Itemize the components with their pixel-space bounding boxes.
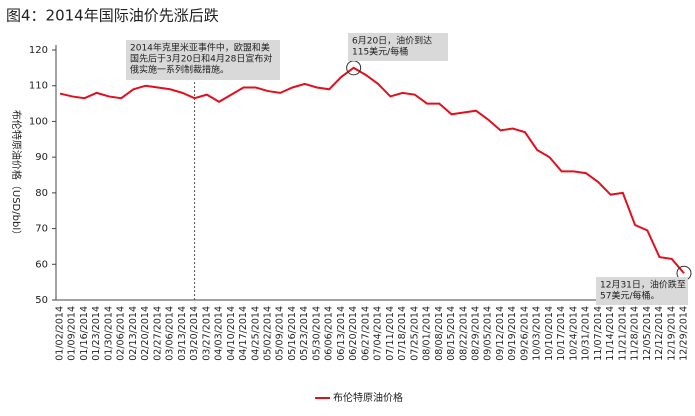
annotation-text: 2014年克里米亚事件中，欧盟和美 [130, 42, 270, 54]
x-tick-label: 11/28/2014 [630, 306, 641, 361]
x-tick-label: 02/20/2014 [140, 306, 151, 361]
annotation-box [596, 277, 688, 305]
x-tick-label: 10/03/2014 [532, 306, 543, 361]
y-tick-label: 80 [35, 188, 48, 199]
x-tick-label: 02/06/2014 [116, 306, 127, 361]
x-tick-label: 06/13/2014 [336, 306, 347, 361]
x-tick-label: 08/29/2014 [471, 306, 482, 361]
x-tick-label: 12/29/2014 [679, 306, 690, 361]
x-tick-label: 05/16/2014 [287, 306, 298, 361]
x-tick-label: 07/11/2014 [385, 306, 396, 361]
x-tick-label: 02/27/2014 [152, 306, 163, 361]
annotation-text: 国先后于3月20日和4月28日宣布对 [130, 53, 272, 65]
x-tick-label: 01/09/2014 [67, 306, 78, 361]
x-tick-label: 09/26/2014 [519, 306, 530, 361]
x-tick-label: 05/23/2014 [299, 306, 310, 361]
y-tick-label: 90 [35, 152, 48, 163]
y-tick-label: 60 [35, 259, 48, 270]
x-tick-label: 01/16/2014 [79, 306, 90, 361]
x-tick-label: 03/06/2014 [165, 306, 176, 361]
annotation-text: 俄实施一系列制裁措施。 [130, 64, 229, 76]
y-tick-label: 120 [29, 45, 48, 56]
data-line [59, 66, 685, 274]
annotation-text: 6月20日，油价到达 [352, 35, 432, 47]
x-tick-label: 07/04/2014 [373, 306, 384, 361]
annotation-text: 12月31日，油价跌至 [600, 279, 686, 291]
x-tick-label: 08/22/2014 [458, 306, 469, 361]
x-tick-label: 11/14/2014 [605, 306, 616, 361]
x-tick-label: 06/27/2014 [360, 306, 371, 361]
x-tick-label: 04/10/2014 [226, 306, 237, 361]
x-tick-label: 09/19/2014 [507, 306, 518, 361]
annotation-box [348, 33, 448, 61]
y-tick-label: 70 [35, 224, 48, 235]
x-tick-label: 04/25/2014 [250, 306, 261, 361]
x-tick-label: 10/10/2014 [544, 306, 555, 361]
x-tick-label: 12/12/2014 [654, 306, 665, 361]
x-tick-label: 01/23/2014 [91, 306, 102, 361]
x-tick-label: 10/17/2014 [556, 306, 567, 361]
x-tick-label: 05/09/2014 [275, 306, 286, 361]
x-tick-label: 07/25/2014 [409, 306, 420, 361]
y-axis-label: 布伦特原油价格（USD/bbl） [10, 110, 23, 240]
x-tick-label: 11/21/2014 [617, 306, 628, 361]
x-tick-label: 03/20/2014 [189, 306, 200, 361]
x-tick-label: 02/13/2014 [128, 306, 139, 361]
x-tick-label: 12/05/2014 [642, 306, 653, 361]
x-tick-label: 10/31/2014 [581, 306, 592, 361]
x-tick-label: 06/06/2014 [324, 306, 335, 361]
x-tick-label: 09/12/2014 [495, 306, 506, 361]
x-tick-label: 05/30/2014 [311, 306, 322, 361]
x-tick-label: 11/07/2014 [593, 306, 604, 361]
legend-label: 布伦特原油价格 [333, 391, 403, 404]
x-tick-label: 12/19/2014 [666, 306, 677, 361]
y-tick-label: 100 [29, 116, 48, 127]
x-tick-label: 03/27/2014 [201, 306, 212, 361]
x-tick-label: 08/15/2014 [446, 306, 457, 361]
x-tick-label: 05/02/2014 [263, 306, 274, 361]
annotation-box [126, 40, 280, 80]
x-tick-label: 01/30/2014 [103, 306, 114, 361]
x-tick-label: 08/08/2014 [434, 306, 445, 361]
x-tick-label: 09/05/2014 [483, 306, 494, 361]
y-tick-label: 50 [35, 295, 48, 306]
x-tick-label: 08/01/2014 [422, 306, 433, 361]
x-tick-label: 01/02/2014 [55, 306, 66, 361]
x-tick-label: 04/03/2014 [214, 306, 225, 361]
x-tick-label: 07/18/2014 [397, 306, 408, 361]
annotation-text: 115美元/每桶 [352, 46, 408, 58]
x-tick-label: 06/20/2014 [348, 306, 359, 361]
y-tick-label: 110 [29, 81, 48, 92]
x-tick-label: 04/17/2014 [238, 306, 249, 361]
annotation-text: 57美元/每桶。 [600, 290, 660, 302]
x-tick-label: 03/13/2014 [177, 306, 188, 361]
x-tick-label: 10/24/2014 [568, 306, 579, 361]
chart-title: 图4：2014年国际油价先涨后跌 [6, 7, 219, 25]
